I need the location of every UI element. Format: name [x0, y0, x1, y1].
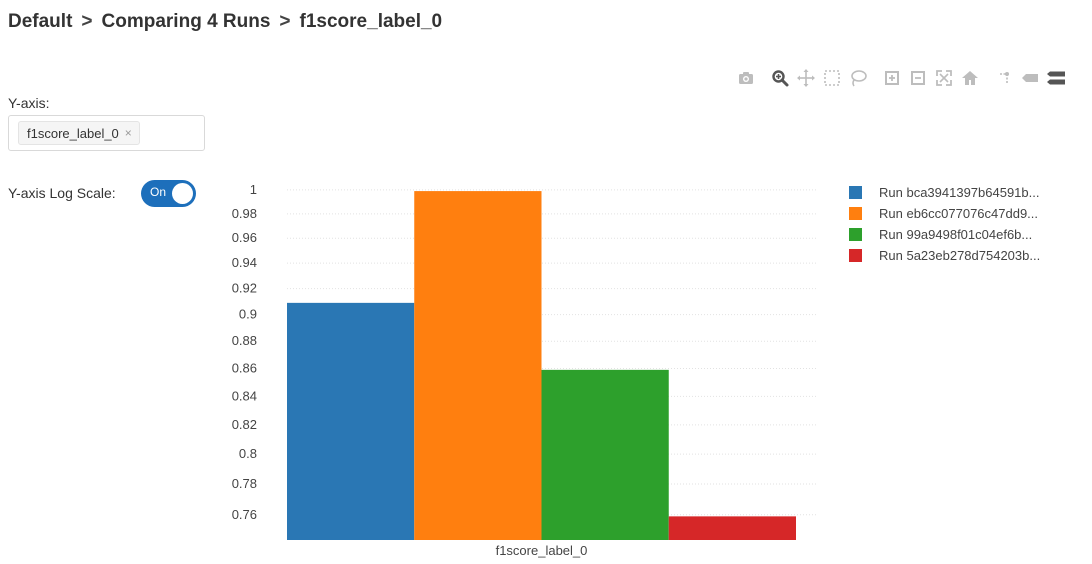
autoscale-icon[interactable]	[934, 68, 954, 88]
bar[interactable]	[541, 369, 669, 540]
toggle-knob	[172, 183, 193, 204]
lasso-select-icon[interactable]	[848, 68, 868, 88]
breadcrumb-experiment[interactable]: Default	[8, 11, 73, 32]
legend: Run bca3941397b64591b... Run eb6cc077076c…	[849, 185, 1040, 263]
y-tick-label: 0.94	[232, 255, 257, 270]
y-tick-label: 0.98	[232, 206, 257, 221]
x-axis-ticks: f1score_label_0	[496, 543, 588, 558]
y-axis-label: Y-axis:	[8, 95, 50, 111]
y-tick-label: 0.9	[239, 307, 257, 322]
zoom-out-icon[interactable]	[908, 68, 928, 88]
hover-compare-icon[interactable]	[1046, 68, 1066, 88]
zoom-icon[interactable]	[770, 68, 790, 88]
legend-item[interactable]: Run 5a23eb278d754203b...	[849, 248, 1040, 263]
hover-closest-icon[interactable]	[1020, 68, 1040, 88]
legend-item[interactable]: Run eb6cc077076c47dd9...	[849, 206, 1038, 221]
y-tick-label: 0.86	[232, 360, 257, 375]
bar[interactable]	[414, 191, 542, 540]
log-scale-label: Y-axis Log Scale:	[8, 185, 116, 201]
legend-item[interactable]: Run bca3941397b64591b...	[849, 185, 1039, 200]
box-select-icon[interactable]	[822, 68, 842, 88]
legend-label: Run 99a9498f01c04ef6b...	[879, 227, 1032, 242]
bar[interactable]	[668, 516, 796, 540]
selected-metric-tag: f1score_label_0 ×	[18, 121, 140, 145]
y-axis-ticks: 0.76 0.78 0.8 0.82 0.84 0.86 0.88 0.9 0.92 0.94 0.…	[232, 182, 257, 522]
legend-item[interactable]: Run 99a9498f01c04ef6b...	[849, 227, 1032, 242]
log-scale-toggle[interactable]: On	[141, 180, 196, 207]
breadcrumb: Default > Comparing 4 Runs > f1score_lab…	[8, 8, 442, 36]
bars	[287, 191, 796, 540]
y-tick-label: 0.84	[232, 388, 257, 403]
y-tick-label: 0.92	[232, 281, 257, 296]
y-axis-select[interactable]: f1score_label_0 ×	[8, 115, 205, 151]
remove-metric-icon[interactable]: ×	[124, 126, 132, 140]
bar[interactable]	[287, 302, 415, 540]
legend-label: Run 5a23eb278d754203b...	[879, 248, 1040, 263]
y-tick-label: 1	[250, 182, 257, 197]
y-tick-label: 0.88	[232, 333, 257, 348]
page-title: f1score_label_0	[299, 11, 443, 32]
y-tick-label: 0.96	[232, 230, 257, 245]
legend-swatch	[849, 249, 862, 262]
breadcrumb-separator: >	[81, 11, 93, 32]
toggle-state-text: On	[150, 185, 167, 199]
zoom-in-icon[interactable]	[882, 68, 902, 88]
y-tick-label: 0.82	[232, 417, 257, 432]
legend-swatch	[849, 228, 862, 241]
breadcrumb-separator: >	[279, 11, 291, 32]
x-tick-label: f1score_label_0	[496, 543, 588, 558]
legend-swatch	[849, 186, 862, 199]
camera-icon[interactable]	[736, 68, 756, 88]
legend-swatch	[849, 207, 862, 220]
selected-metric-label: f1score_label_0	[27, 125, 119, 141]
home-icon[interactable]	[960, 68, 980, 88]
chart-modebar	[736, 67, 1066, 89]
breadcrumb-compare-runs[interactable]: Comparing 4 Runs	[101, 11, 271, 32]
legend-label: Run eb6cc077076c47dd9...	[879, 206, 1038, 221]
spike-lines-icon[interactable]	[994, 68, 1014, 88]
legend-label: Run bca3941397b64591b...	[879, 185, 1039, 200]
pan-icon[interactable]	[796, 68, 816, 88]
y-tick-label: 0.8	[239, 446, 257, 461]
y-tick-label: 0.76	[232, 507, 257, 522]
y-tick-label: 0.78	[232, 476, 257, 491]
